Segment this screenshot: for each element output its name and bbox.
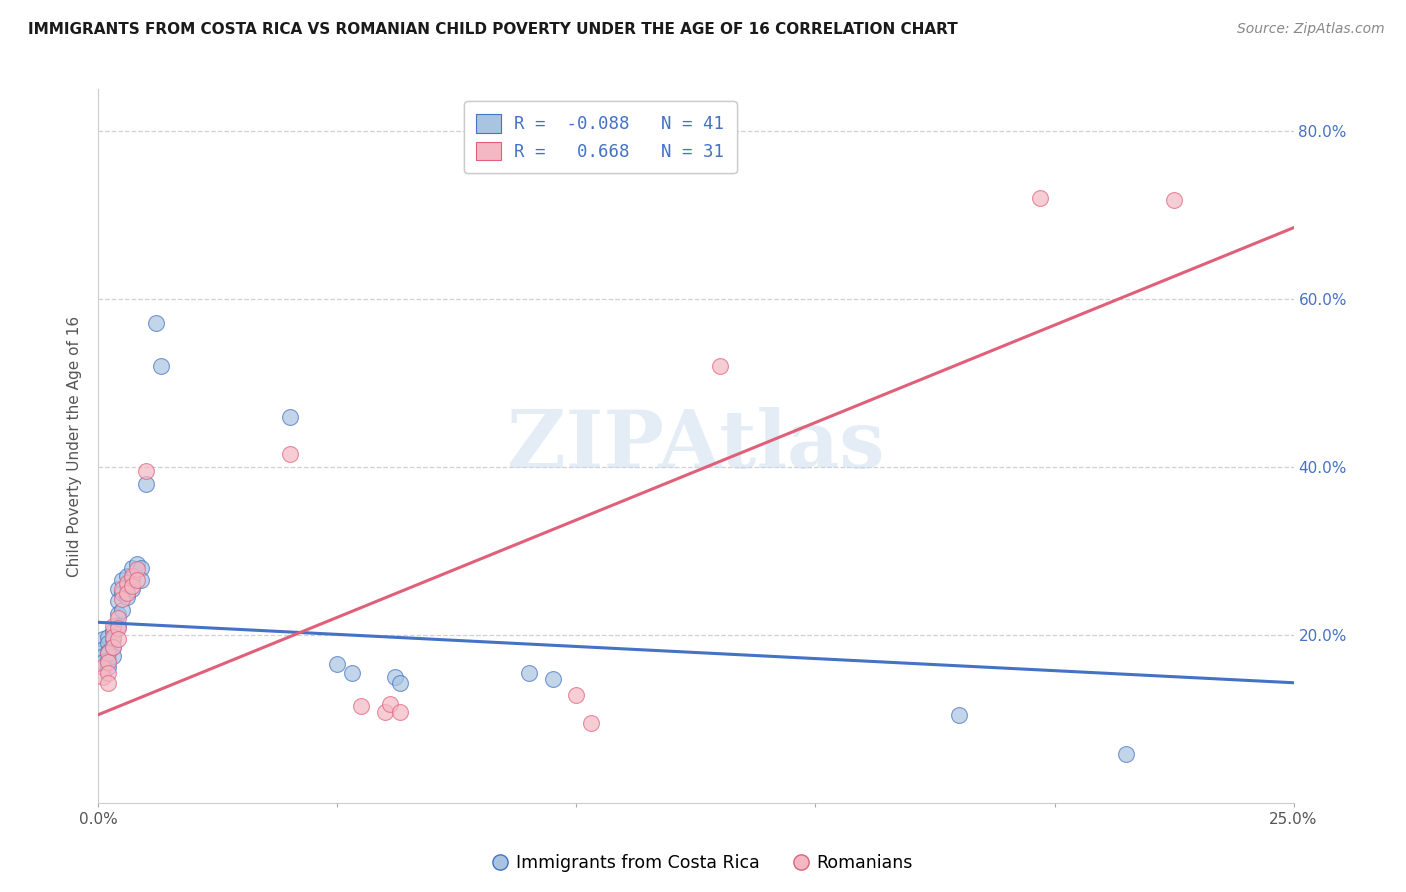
Point — [121, 582, 143, 596]
Point — [115, 586, 138, 600]
Point — [384, 670, 406, 684]
Point — [97, 630, 120, 644]
Legend: Immigrants from Costa Rica, Romanians: Immigrants from Costa Rica, Romanians — [486, 847, 920, 879]
Point — [97, 636, 120, 650]
Point — [125, 557, 148, 571]
Point — [340, 665, 363, 680]
Point — [107, 607, 129, 621]
Point — [91, 632, 114, 646]
Point — [111, 582, 134, 596]
Point — [378, 697, 401, 711]
Text: ZIPAtlas: ZIPAtlas — [508, 407, 884, 485]
Point — [125, 574, 148, 588]
Point — [107, 619, 129, 633]
Point — [97, 653, 120, 667]
Point — [91, 655, 114, 669]
Point — [149, 359, 172, 374]
Point — [1029, 191, 1052, 205]
Point — [97, 645, 120, 659]
Point — [121, 579, 143, 593]
Point — [278, 409, 301, 424]
Point — [111, 574, 134, 588]
Point — [948, 707, 970, 722]
Point — [101, 648, 124, 663]
Point — [91, 642, 114, 657]
Legend: R =  -0.088   N = 41, R =   0.668   N = 31: R = -0.088 N = 41, R = 0.668 N = 31 — [464, 102, 737, 173]
Point — [517, 665, 540, 680]
Point — [91, 670, 114, 684]
Point — [91, 648, 114, 663]
Point — [101, 619, 124, 633]
Point — [107, 632, 129, 646]
Point — [107, 582, 129, 596]
Point — [107, 621, 129, 635]
Point — [1115, 747, 1137, 761]
Point — [101, 640, 124, 655]
Text: Source: ZipAtlas.com: Source: ZipAtlas.com — [1237, 22, 1385, 37]
Point — [326, 657, 349, 672]
Point — [145, 316, 167, 330]
Point — [101, 630, 124, 644]
Point — [388, 675, 411, 690]
Point — [111, 591, 134, 606]
Point — [101, 640, 124, 655]
Point — [709, 359, 731, 374]
Point — [125, 562, 148, 576]
Point — [107, 611, 129, 625]
Point — [121, 560, 143, 574]
Point — [111, 586, 134, 600]
Point — [97, 655, 120, 669]
Point — [101, 624, 124, 638]
Point — [115, 569, 138, 583]
Point — [121, 569, 143, 583]
Point — [115, 579, 138, 593]
Point — [131, 574, 153, 588]
Point — [350, 699, 373, 714]
Point — [388, 705, 411, 719]
Point — [115, 575, 138, 590]
Point — [97, 646, 120, 660]
Y-axis label: Child Poverty Under the Age of 16: Child Poverty Under the Age of 16 — [67, 316, 83, 576]
Point — [111, 603, 134, 617]
Point — [101, 632, 124, 646]
Point — [97, 660, 120, 674]
Text: IMMIGRANTS FROM COSTA RICA VS ROMANIAN CHILD POVERTY UNDER THE AGE OF 16 CORRELA: IMMIGRANTS FROM COSTA RICA VS ROMANIAN C… — [28, 22, 957, 37]
Point — [121, 571, 143, 585]
Point — [579, 716, 602, 731]
Point — [278, 447, 301, 461]
Point — [135, 464, 157, 478]
Point — [1163, 193, 1185, 207]
Point — [374, 705, 396, 719]
Point — [541, 672, 564, 686]
Point — [97, 675, 120, 690]
Point — [565, 689, 588, 703]
Point — [91, 660, 114, 674]
Point — [131, 560, 153, 574]
Point — [135, 476, 157, 491]
Point — [97, 665, 120, 680]
Point — [107, 594, 129, 608]
Point — [115, 590, 138, 604]
